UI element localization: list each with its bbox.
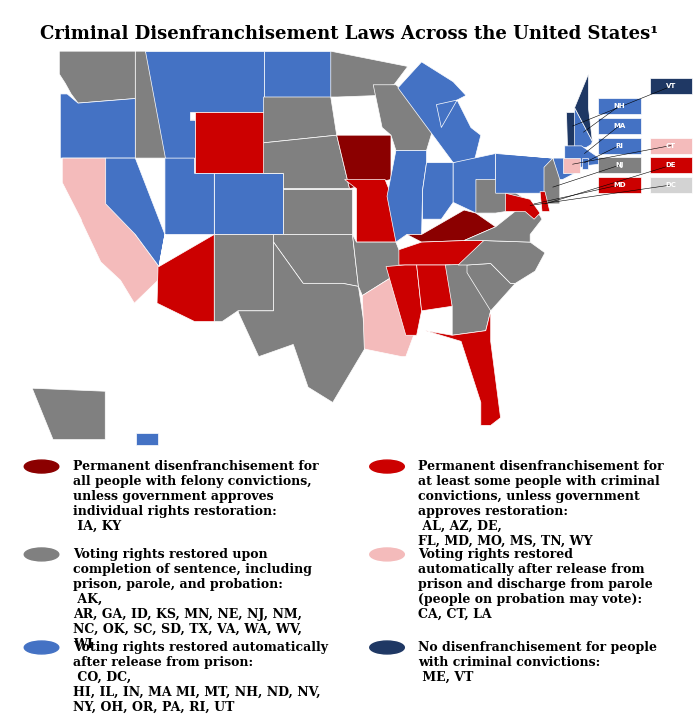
Text: Permanent disenfranchisement for
all people with felony convictions,
unless gove: Permanent disenfranchisement for all peo… (73, 460, 318, 518)
Polygon shape (496, 154, 553, 193)
Text: CO, DC,
HI, IL, IN, MA MI, MT, NH, ND, NV,
NY, OH, OR, PA, RI, UT: CO, DC, HI, IL, IN, MA MI, MT, NH, ND, N… (73, 671, 320, 714)
Polygon shape (352, 235, 405, 296)
Polygon shape (476, 180, 524, 213)
Polygon shape (464, 200, 542, 242)
Polygon shape (264, 97, 336, 143)
Polygon shape (467, 264, 515, 311)
Polygon shape (422, 163, 453, 219)
Circle shape (370, 641, 404, 654)
Polygon shape (540, 192, 550, 212)
Polygon shape (60, 94, 135, 158)
Bar (597, 138, 641, 154)
Polygon shape (503, 154, 574, 180)
Polygon shape (387, 151, 426, 242)
Polygon shape (458, 241, 545, 284)
Polygon shape (32, 388, 105, 439)
Polygon shape (565, 112, 574, 147)
Polygon shape (59, 51, 135, 103)
Text: CT: CT (666, 143, 676, 149)
Polygon shape (274, 235, 358, 286)
Text: MD: MD (613, 182, 625, 188)
Polygon shape (362, 265, 414, 357)
Circle shape (24, 548, 59, 561)
Polygon shape (417, 265, 452, 311)
Polygon shape (264, 51, 331, 97)
Polygon shape (398, 62, 481, 163)
Text: Voting rights restored automatically
after release from prison:: Voting rights restored automatically aft… (73, 641, 327, 669)
Bar (597, 177, 641, 193)
Text: ME, VT: ME, VT (418, 671, 473, 684)
Polygon shape (399, 241, 484, 265)
Bar (650, 177, 692, 193)
Circle shape (370, 460, 404, 473)
Polygon shape (345, 180, 407, 242)
Polygon shape (145, 51, 264, 158)
Polygon shape (407, 210, 496, 242)
Polygon shape (238, 242, 367, 403)
Text: MA: MA (613, 123, 625, 129)
Bar (650, 157, 692, 173)
Text: DE: DE (666, 162, 676, 168)
Text: Voting rights restored
automatically after release from
prison and discharge fro: Voting rights restored automatically aft… (418, 548, 653, 606)
Polygon shape (62, 158, 159, 303)
Text: AL, AZ, DE,
FL, MD, MO, MS, TN, WY: AL, AZ, DE, FL, MD, MO, MS, TN, WY (418, 520, 593, 548)
Polygon shape (331, 51, 408, 97)
Polygon shape (445, 264, 491, 335)
Bar (597, 157, 641, 173)
Text: NH: NH (614, 103, 625, 109)
Polygon shape (195, 112, 264, 173)
Bar (650, 138, 692, 154)
Bar (597, 118, 641, 134)
Circle shape (370, 548, 404, 561)
Polygon shape (283, 189, 352, 235)
Polygon shape (214, 235, 274, 322)
Text: Voting rights restored upon
completion of sentence, including
prison, parole, an: Voting rights restored upon completion o… (73, 548, 311, 591)
Text: IA, KY: IA, KY (73, 520, 121, 533)
Polygon shape (336, 135, 391, 189)
Text: DC: DC (666, 182, 676, 188)
Polygon shape (214, 173, 283, 235)
Polygon shape (264, 135, 350, 189)
Polygon shape (574, 74, 593, 141)
Polygon shape (386, 265, 422, 335)
Text: AK,
AR, GA, ID, KS, MN, NE, NJ, NM,
NC, OK, SC, SD, TX, VA, WA, WV,
WI: AK, AR, GA, ID, KS, MN, NE, NJ, NM, NC, … (73, 593, 302, 651)
Polygon shape (136, 433, 158, 445)
Bar (597, 98, 641, 114)
Circle shape (24, 641, 59, 654)
Polygon shape (105, 158, 165, 266)
Text: Permanent disenfranchisement for
at least some people with criminal
convictions,: Permanent disenfranchisement for at leas… (418, 460, 664, 518)
Text: NJ: NJ (615, 162, 623, 168)
Polygon shape (159, 158, 214, 266)
Text: CA, CT, LA: CA, CT, LA (418, 608, 492, 621)
Polygon shape (453, 154, 496, 213)
Text: RI: RI (615, 143, 623, 149)
Polygon shape (426, 311, 500, 425)
Polygon shape (565, 146, 600, 173)
Polygon shape (581, 158, 588, 169)
Circle shape (24, 460, 59, 473)
Text: VT: VT (666, 83, 676, 89)
Polygon shape (574, 108, 593, 147)
Polygon shape (544, 158, 560, 204)
Polygon shape (505, 193, 540, 219)
Bar (650, 78, 692, 94)
Polygon shape (135, 51, 195, 158)
Polygon shape (157, 235, 214, 322)
Text: Criminal Disenfranchisement Laws Across the United States¹: Criminal Disenfranchisement Laws Across … (40, 25, 658, 43)
Text: No disenfranchisement for people
with criminal convictions:: No disenfranchisement for people with cr… (418, 641, 657, 669)
Polygon shape (563, 158, 579, 173)
Polygon shape (373, 85, 433, 151)
